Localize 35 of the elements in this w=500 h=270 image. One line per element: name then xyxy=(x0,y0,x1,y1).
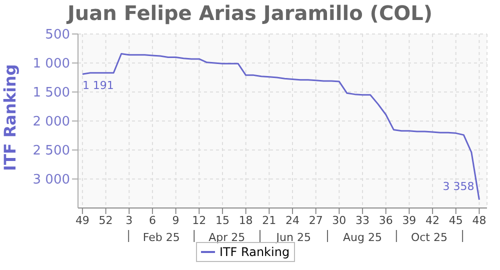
data-label: 3 358 xyxy=(442,180,474,193)
x-tick-label: 12 xyxy=(192,214,206,227)
x-tick-label: 52 xyxy=(98,214,113,227)
x-tick-label: 18 xyxy=(238,214,253,227)
y-tick-label: 3 000 xyxy=(32,172,70,188)
y-tick-label: 1 000 xyxy=(32,56,70,72)
x2-tick-label: Apr 25 xyxy=(208,231,246,244)
x-tick-label: 39 xyxy=(402,214,416,227)
line-series xyxy=(82,52,480,201)
x2-tick-label: Aug 25 xyxy=(343,231,382,244)
x-tick-label: 6 xyxy=(148,214,156,227)
y-tick-label: 1 500 xyxy=(32,86,70,101)
y-tick-label: 2 000 xyxy=(32,114,70,130)
x-tick-label: 15 xyxy=(215,214,230,227)
x-tick-label: 9 xyxy=(172,214,180,227)
data-label: 1 191 xyxy=(82,79,114,92)
x2-tick-label: Oct 25 xyxy=(410,231,448,244)
x-tick-label: 36 xyxy=(378,214,393,227)
x-tick-label: 27 xyxy=(308,214,323,227)
x-tick-label: 48 xyxy=(472,214,486,227)
x2-tick-label: Jun 25 xyxy=(275,231,311,244)
x-tick-label: 45 xyxy=(448,214,463,227)
x-tick-label: 42 xyxy=(426,214,440,227)
x-tick-label: 49 xyxy=(75,214,90,227)
y-tick-label: 500 xyxy=(45,28,70,43)
y-axis-title: ITF Ranking xyxy=(0,64,20,171)
x-tick-label: 21 xyxy=(262,214,276,227)
chart-title: Juan Felipe Arias Jaramillo (COL) xyxy=(65,0,434,26)
x-tick-label: 33 xyxy=(356,214,370,227)
x2-tick-label: Feb 25 xyxy=(142,231,180,244)
x-tick-label: 30 xyxy=(332,214,346,227)
x-tick-label: 24 xyxy=(286,214,300,227)
y-tick-label: 2 500 xyxy=(32,144,70,159)
x-tick-label: 3 xyxy=(126,214,133,227)
legend-label: ITF Ranking xyxy=(219,245,290,259)
